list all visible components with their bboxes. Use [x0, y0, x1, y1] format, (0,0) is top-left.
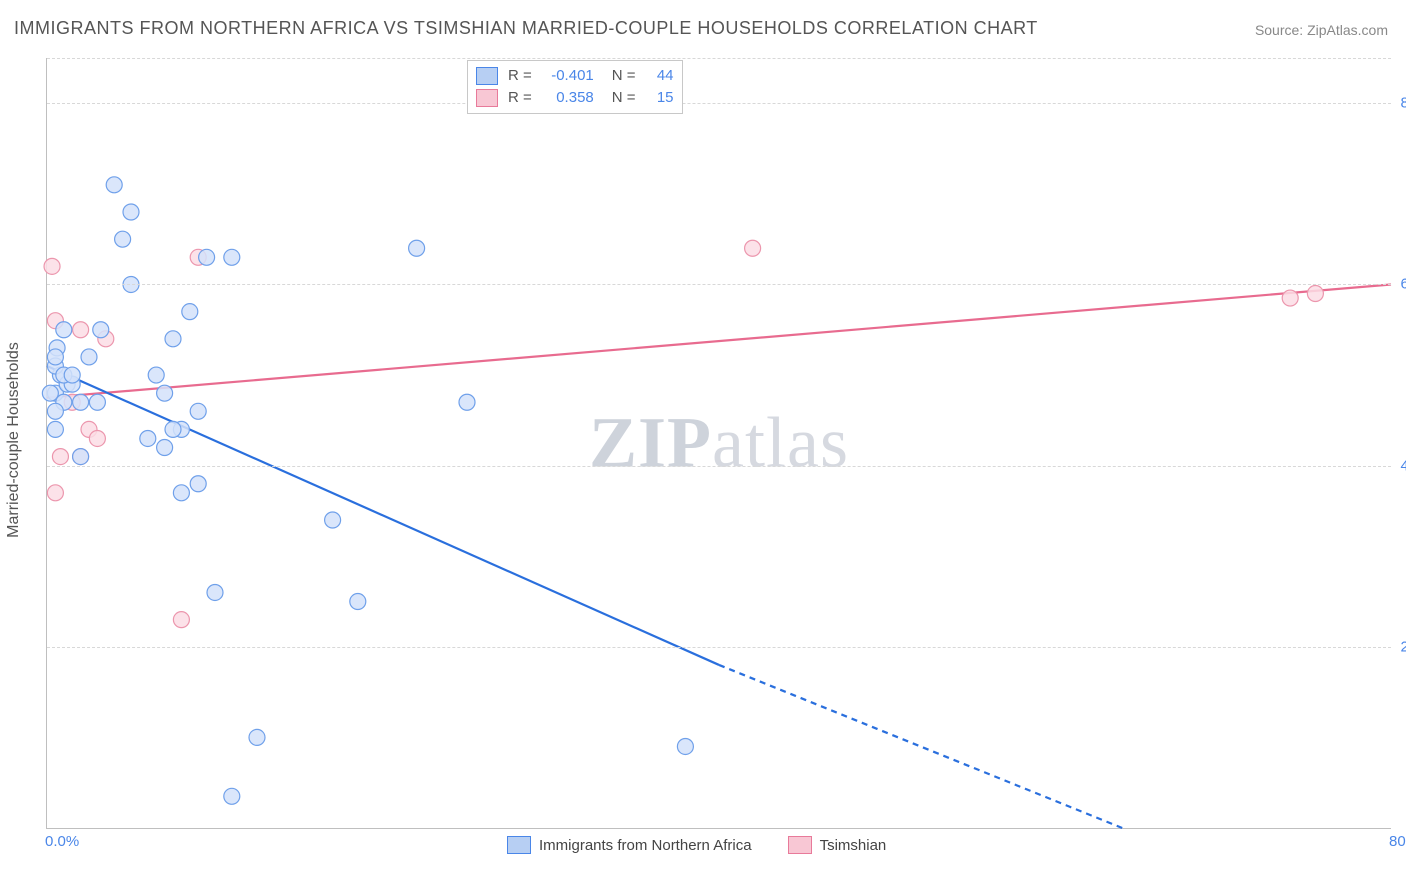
legend-correlation-box: R = -0.401 N = 44 R = 0.358 N = 15	[467, 60, 683, 114]
scatter-point	[106, 177, 122, 193]
scatter-point	[73, 322, 89, 338]
scatter-point	[157, 385, 173, 401]
scatter-point	[199, 249, 215, 265]
legend-swatch	[476, 67, 498, 85]
scatter-point	[173, 612, 189, 628]
scatter-point	[52, 449, 68, 465]
scatter-point	[47, 349, 63, 365]
scatter-point	[47, 421, 63, 437]
y-tick-label: 40.0%	[1395, 457, 1406, 474]
legend-r-value: -0.401	[542, 65, 594, 87]
scatter-point	[47, 403, 63, 419]
scatter-point	[325, 512, 341, 528]
x-tick-label: 80.0%	[1389, 833, 1406, 850]
source-attribution: Source: ZipAtlas.com	[1255, 22, 1388, 38]
gridline	[47, 466, 1391, 467]
scatter-point	[182, 304, 198, 320]
scatter-point	[47, 485, 63, 501]
scatter-point	[165, 421, 181, 437]
legend-series: Immigrants from Northern Africa Tsimshian	[507, 836, 914, 854]
scatter-point	[73, 449, 89, 465]
regression-line-tsimshian	[47, 284, 1391, 397]
y-axis-label: Married-couple Households	[5, 342, 23, 538]
scatter-point	[89, 430, 105, 446]
scatter-point	[249, 729, 265, 745]
gridline	[47, 284, 1391, 285]
gridline	[47, 58, 1391, 59]
legend-r-label: R =	[508, 65, 532, 87]
scatter-point	[89, 394, 105, 410]
legend-swatch	[476, 89, 498, 107]
scatter-point	[173, 485, 189, 501]
scatter-point	[93, 322, 109, 338]
legend-n-value: 44	[646, 65, 674, 87]
scatter-point	[677, 738, 693, 754]
scatter-point	[190, 476, 206, 492]
scatter-point	[1282, 290, 1298, 306]
y-tick-label: 60.0%	[1395, 276, 1406, 293]
legend-r-label: R =	[508, 87, 532, 109]
scatter-point	[64, 367, 80, 383]
y-tick-label: 20.0%	[1395, 638, 1406, 655]
legend-series-label: Tsimshian	[820, 837, 887, 854]
scatter-point	[123, 204, 139, 220]
scatter-point	[1307, 286, 1323, 302]
scatter-point	[224, 788, 240, 804]
scatter-point	[745, 240, 761, 256]
regression-line-northern-africa-extrapolated	[719, 665, 1122, 828]
chart-svg	[47, 58, 1391, 828]
gridline	[47, 647, 1391, 648]
legend-swatch	[788, 836, 812, 854]
legend-n-value: 15	[646, 87, 674, 109]
scatter-point	[157, 440, 173, 456]
gridline	[47, 103, 1391, 104]
legend-r-value: 0.358	[542, 87, 594, 109]
scatter-point	[44, 258, 60, 274]
legend-swatch	[507, 836, 531, 854]
scatter-point	[73, 394, 89, 410]
scatter-point	[81, 349, 97, 365]
x-tick-label: 0.0%	[45, 833, 79, 850]
scatter-point	[148, 367, 164, 383]
scatter-point	[207, 584, 223, 600]
legend-series-label: Immigrants from Northern Africa	[539, 837, 752, 854]
regression-line-northern-africa	[47, 366, 719, 665]
legend-n-label: N =	[612, 65, 636, 87]
scatter-point	[42, 385, 58, 401]
scatter-point	[409, 240, 425, 256]
plot-area: ZIPatlas 20.0%40.0%60.0%80.0%0.0%80.0%R …	[46, 58, 1391, 829]
legend-row: R = -0.401 N = 44	[476, 65, 674, 87]
scatter-point	[350, 594, 366, 610]
y-tick-label: 80.0%	[1395, 95, 1406, 112]
scatter-point	[190, 403, 206, 419]
scatter-point	[115, 231, 131, 247]
chart-title: IMMIGRANTS FROM NORTHERN AFRICA VS TSIMS…	[14, 18, 1038, 39]
scatter-point	[224, 249, 240, 265]
scatter-point	[56, 322, 72, 338]
scatter-point	[165, 331, 181, 347]
scatter-point	[140, 430, 156, 446]
legend-n-label: N =	[612, 87, 636, 109]
legend-row: R = 0.358 N = 15	[476, 87, 674, 109]
scatter-point	[459, 394, 475, 410]
